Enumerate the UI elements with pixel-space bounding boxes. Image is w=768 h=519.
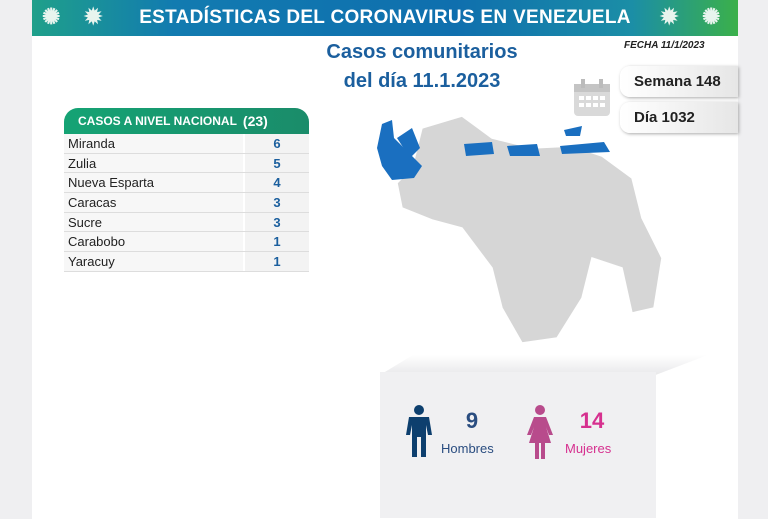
table-title: CASOS A NIVEL NACIONAL bbox=[78, 114, 237, 128]
map-nueva-esparta bbox=[564, 126, 582, 136]
map-miranda bbox=[507, 144, 540, 156]
table-row: Caracas 3 bbox=[64, 193, 309, 213]
man-icon bbox=[406, 405, 432, 457]
virus-icon: ✹ bbox=[84, 4, 103, 29]
state-name: Sucre bbox=[64, 212, 245, 232]
title-line-1: Casos comunitarios bbox=[326, 41, 518, 63]
men-count: 9 bbox=[465, 408, 479, 433]
table-row: Zulia 5 bbox=[64, 153, 309, 174]
table-row: Yaracuy 1 bbox=[64, 252, 309, 272]
table-header: CASOS A NIVEL NACIONAL (23) bbox=[64, 108, 309, 134]
state-name: Miranda bbox=[64, 134, 245, 153]
case-count: 6 bbox=[245, 134, 309, 153]
state-name: Carabobo bbox=[64, 232, 245, 252]
table-row: Miranda 6 bbox=[64, 134, 309, 154]
state-name: Caracas bbox=[64, 193, 245, 212]
map-zulia bbox=[377, 120, 422, 180]
state-name: Yaracuy bbox=[64, 252, 245, 271]
stats-box-top bbox=[380, 355, 708, 375]
virus-icon: ✺ bbox=[702, 4, 721, 29]
infographic: ✺ ✹ ESTADÍSTICAS DEL CORONAVIRUS EN VENE… bbox=[32, 0, 738, 519]
men-label: Hombres bbox=[441, 441, 494, 456]
page-title: Casos comunitarios del día 11.1.2023 bbox=[292, 38, 552, 96]
cases-table: CASOS A NIVEL NACIONAL (23) Miranda 6 Zuli… bbox=[64, 108, 309, 272]
virus-icon: ✺ bbox=[42, 4, 61, 29]
map-sucre bbox=[560, 142, 610, 154]
women-label: Mujeres bbox=[565, 441, 612, 456]
week-badge: Semana 148 bbox=[620, 66, 738, 97]
case-count: 3 bbox=[245, 212, 309, 232]
state-name: Zulia bbox=[64, 153, 245, 173]
header-banner: ✺ ✹ ESTADÍSTICAS DEL CORONAVIRUS EN VENE… bbox=[32, 0, 738, 36]
case-count: 1 bbox=[245, 252, 309, 271]
case-count: 4 bbox=[245, 173, 309, 193]
case-count: 5 bbox=[245, 153, 309, 173]
virus-icon: ✹ bbox=[660, 4, 679, 29]
map-center-north bbox=[464, 142, 494, 156]
total-cases: (23) bbox=[242, 113, 268, 129]
title-line-2: del día 11.1.2023 bbox=[343, 70, 501, 92]
header-title: ESTADÍSTICAS DEL CORONAVIRUS EN VENEZUEL… bbox=[139, 7, 631, 28]
venezuela-map bbox=[377, 115, 663, 344]
women-count: 14 bbox=[579, 408, 605, 433]
day-badge: Día 1032 bbox=[620, 102, 738, 133]
case-count: 3 bbox=[245, 193, 309, 212]
calendar-icon bbox=[574, 79, 610, 116]
woman-icon bbox=[527, 405, 553, 459]
case-count: 1 bbox=[245, 232, 309, 252]
state-name: Nueva Esparta bbox=[64, 173, 245, 193]
date-label: FECHA 11/1/2023 bbox=[624, 40, 705, 51]
table-row: Nueva Esparta 4 bbox=[64, 173, 309, 194]
table-row: Carabobo 1 bbox=[64, 232, 309, 253]
map-falcon-coast bbox=[397, 128, 420, 158]
table-row: Sucre 3 bbox=[64, 212, 309, 233]
